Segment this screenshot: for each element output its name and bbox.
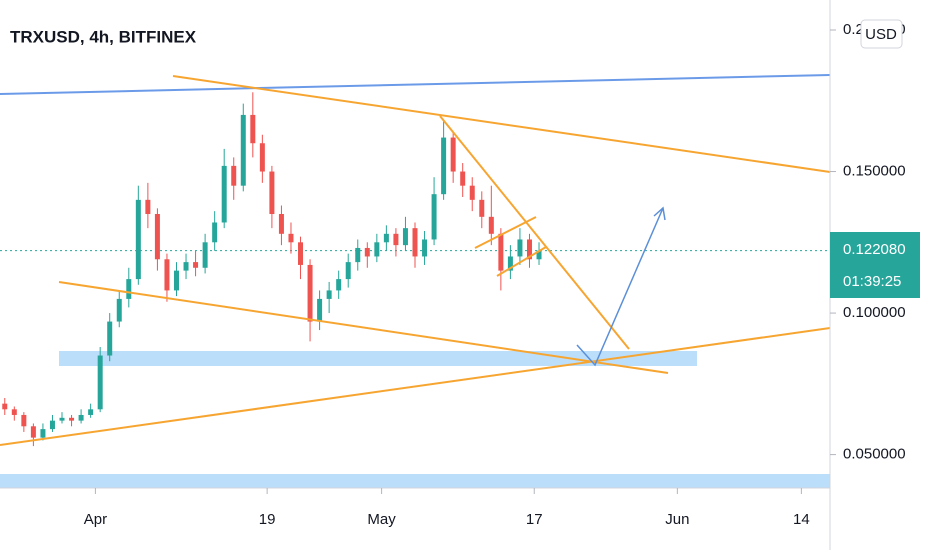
chart-title: TRXUSD, 4h, BITFINEX <box>10 27 197 46</box>
candle-body <box>317 298 323 322</box>
candle-body <box>469 185 475 200</box>
candle-body <box>517 239 523 257</box>
candle-body <box>126 279 132 299</box>
candle-body <box>488 216 494 234</box>
candle-body <box>145 199 151 214</box>
candle-body <box>221 165 227 223</box>
trend-line <box>439 115 630 350</box>
y-tick-label: 0.150000 <box>843 163 906 180</box>
candle-body <box>116 298 122 322</box>
last-price-label: 0.122080 <box>843 241 906 258</box>
y-tick-label: 0.050000 <box>843 446 906 463</box>
candle-body <box>374 242 380 257</box>
candle-body <box>336 279 342 291</box>
candle-body <box>355 247 361 263</box>
candle-body <box>479 199 485 217</box>
candle-body <box>231 165 237 186</box>
x-tick-label: May <box>367 511 396 528</box>
candle-body <box>154 213 160 260</box>
trend-line <box>474 216 537 249</box>
axes: 0.0500000.1000000.1500000.200000Apr19May… <box>84 21 906 528</box>
candle-body <box>288 233 294 243</box>
trend-line <box>496 246 547 277</box>
candle-body <box>450 137 456 172</box>
candle-body <box>383 233 389 243</box>
candle-body <box>202 242 208 268</box>
trend-line <box>58 281 669 374</box>
candle-body <box>173 270 179 291</box>
candle-body <box>240 114 246 186</box>
candle-body <box>431 194 437 240</box>
candle-body <box>278 213 284 234</box>
candle-body <box>498 233 504 271</box>
candle-body <box>402 228 408 246</box>
candle-body <box>30 426 36 438</box>
candles <box>0 92 830 447</box>
candle-body <box>250 114 256 144</box>
x-tick-label: Apr <box>84 511 107 528</box>
x-tick-label: Jun <box>665 511 689 528</box>
candle-body <box>49 420 55 430</box>
candle-body <box>88 409 94 415</box>
candle-body <box>40 429 46 438</box>
candle-body <box>193 262 199 268</box>
x-tick-label: 19 <box>259 511 276 528</box>
candle-body <box>59 417 65 421</box>
candle-body <box>21 414 27 427</box>
candle-body <box>507 256 513 271</box>
candle-body <box>97 355 103 410</box>
candle-body <box>307 264 313 322</box>
candle-body <box>422 239 428 257</box>
candle-body <box>269 171 275 214</box>
y-tick-label: 0.100000 <box>843 304 906 321</box>
price-label-box <box>830 232 920 298</box>
candle-body <box>460 171 466 186</box>
trend-line <box>0 327 831 446</box>
candle-body <box>69 417 75 421</box>
arrow-head <box>653 206 666 221</box>
candle-body <box>441 137 447 195</box>
candle-body <box>364 247 370 257</box>
candle-body <box>526 239 532 260</box>
candle-body <box>2 403 8 410</box>
candle-body <box>183 262 189 271</box>
candle-body <box>11 409 17 415</box>
zone <box>0 474 830 488</box>
zone <box>59 351 697 366</box>
trend-line <box>172 75 831 173</box>
candle-body <box>393 233 399 246</box>
trend-line <box>0 74 831 95</box>
projection-arrow <box>576 207 664 367</box>
x-tick-label: 17 <box>526 511 543 528</box>
candle-body <box>345 262 351 280</box>
candle-body <box>298 242 304 265</box>
candle-body <box>412 228 418 257</box>
candle-body <box>212 222 218 243</box>
candle-body <box>259 143 265 172</box>
x-tick-label: 14 <box>793 511 810 528</box>
currency[interactable]: USD <box>865 26 897 43</box>
candle-body <box>107 321 113 356</box>
drawings <box>0 74 831 446</box>
candle-body <box>135 199 141 280</box>
countdown: 01:39:25 <box>843 273 901 290</box>
candle-body <box>326 290 332 299</box>
candle-body <box>536 250 542 260</box>
currency-button[interactable] <box>860 19 903 49</box>
candle-body <box>164 259 170 291</box>
candle-body <box>78 414 84 421</box>
